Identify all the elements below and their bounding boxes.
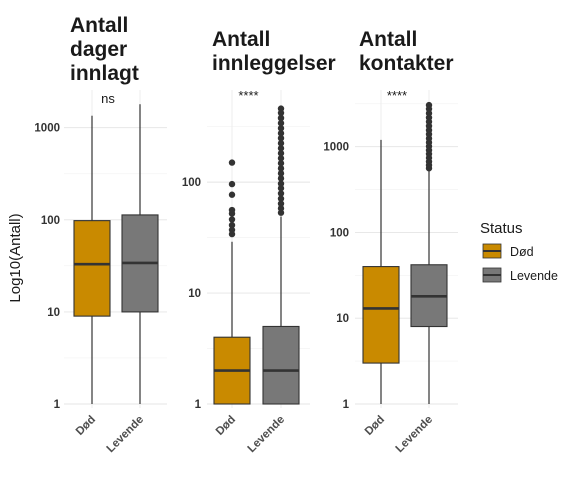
y-tick-label: 10 bbox=[47, 307, 60, 319]
y-tick-label: 100 bbox=[182, 177, 201, 189]
outlier-point bbox=[277, 150, 285, 157]
category-label: Levende bbox=[394, 414, 435, 455]
panel-title-line: kontakter bbox=[359, 52, 454, 75]
outlier-point bbox=[277, 105, 285, 112]
y-tick-label: 100 bbox=[41, 215, 60, 227]
box-død bbox=[362, 139, 400, 404]
outlier-point bbox=[277, 145, 285, 152]
outlier-point bbox=[277, 165, 285, 172]
significance-label: **** bbox=[387, 88, 407, 103]
outlier-point bbox=[277, 175, 285, 182]
y-tick-label: 1000 bbox=[34, 123, 60, 135]
category-label: Levende bbox=[105, 414, 146, 455]
outlier-point bbox=[277, 119, 285, 127]
outlier-point bbox=[277, 190, 285, 197]
outlier-point bbox=[277, 195, 285, 202]
outlier-point bbox=[277, 160, 285, 167]
outlier-point bbox=[228, 206, 236, 214]
outlier-point bbox=[228, 216, 236, 223]
y-tick-label: 100 bbox=[330, 227, 349, 239]
outlier-point bbox=[277, 114, 285, 122]
outlier-point bbox=[277, 130, 285, 137]
significance-label: ns bbox=[101, 91, 115, 106]
category-label: Død bbox=[74, 414, 98, 438]
iqr-box bbox=[362, 266, 400, 364]
panel-title-line: Antall bbox=[70, 14, 128, 37]
category-label: Død bbox=[363, 414, 387, 438]
panel-title-line: dager bbox=[70, 38, 127, 61]
outlier-point bbox=[228, 191, 236, 198]
outlier-point bbox=[277, 155, 285, 162]
y-tick-label: 1 bbox=[195, 399, 202, 411]
legend-title: Status bbox=[480, 220, 523, 237]
outlier-point bbox=[425, 101, 433, 109]
y-tick-label: 10 bbox=[336, 313, 349, 325]
box-levende bbox=[121, 104, 159, 404]
outlier-point bbox=[277, 125, 285, 132]
legend-label-levende: Levende bbox=[510, 269, 558, 283]
y-tick-label: 1 bbox=[343, 399, 350, 411]
outlier-point bbox=[228, 180, 236, 188]
panel-title-line: Antall bbox=[212, 28, 270, 51]
category-label: Død bbox=[214, 414, 238, 438]
category-label: Levende bbox=[246, 414, 287, 455]
box-levende bbox=[410, 101, 448, 404]
outlier-point bbox=[277, 180, 285, 187]
outlier-point bbox=[277, 200, 285, 207]
y-tick-label: 1 bbox=[54, 399, 61, 411]
outlier-point bbox=[228, 226, 236, 234]
y-tick-label: 10 bbox=[188, 288, 201, 300]
outlier-point bbox=[277, 185, 285, 192]
outlier-point bbox=[277, 205, 285, 212]
box-død bbox=[73, 115, 111, 404]
iqr-box bbox=[262, 325, 300, 405]
panel-title-line: innleggelser bbox=[212, 52, 336, 75]
outlier-point bbox=[228, 221, 236, 229]
significance-label: **** bbox=[238, 88, 258, 103]
legend-label-dod: Død bbox=[510, 245, 534, 259]
outlier-point bbox=[277, 170, 285, 177]
outlier-point bbox=[228, 159, 236, 166]
legend: Status Død Levende bbox=[480, 220, 558, 283]
outlier-point bbox=[277, 140, 285, 147]
iqr-box bbox=[73, 220, 111, 317]
y-axis-title: Log10(Antall) bbox=[7, 213, 24, 302]
y-tick-label: 1000 bbox=[323, 142, 349, 154]
panel-title-line: Antall bbox=[359, 28, 417, 51]
outlier-point bbox=[277, 134, 285, 142]
panel-title-line: innlagt bbox=[70, 62, 139, 85]
outlier-point bbox=[277, 109, 285, 117]
box-levende bbox=[262, 105, 300, 405]
box-død bbox=[213, 159, 251, 405]
